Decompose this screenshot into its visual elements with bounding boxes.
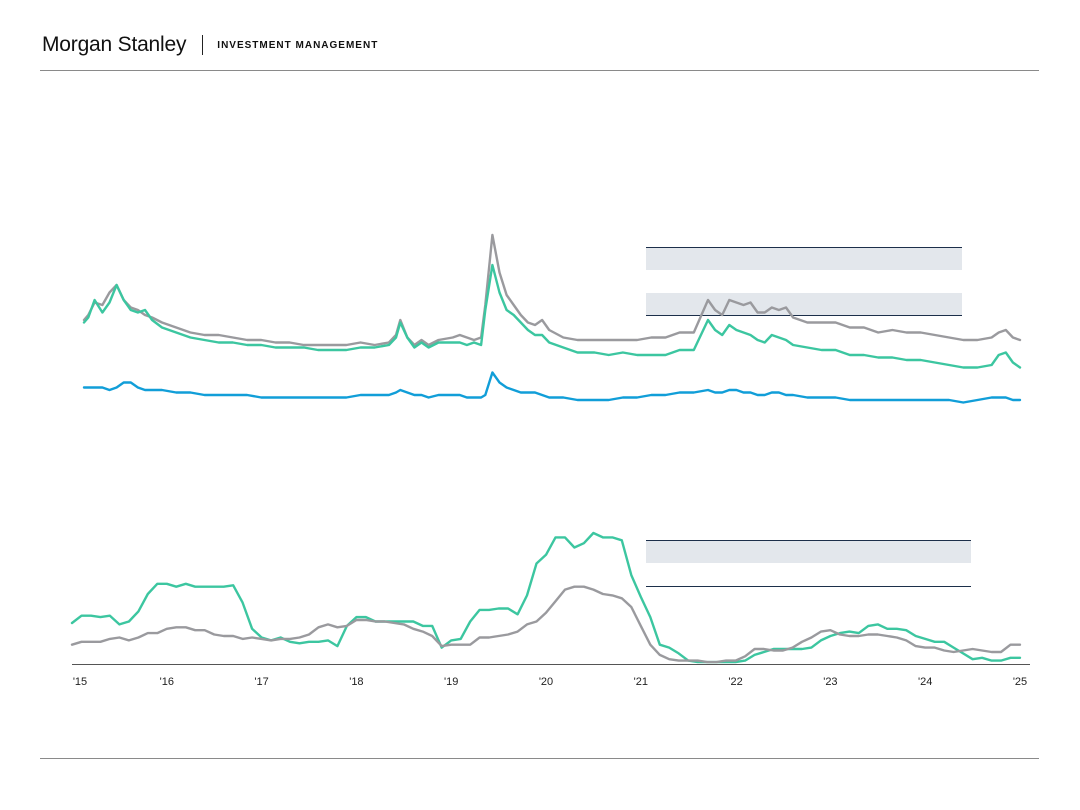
top-chart bbox=[82, 233, 1022, 404]
bottom-series-line-2 bbox=[70, 585, 1022, 664]
x-tick-label: '24 bbox=[918, 676, 932, 688]
top-legend-row-2 bbox=[646, 293, 962, 315]
header: Morgan Stanley INVESTMENT MANAGEMENT bbox=[42, 30, 378, 60]
x-tick-label: '25 bbox=[1013, 676, 1027, 688]
bottom-legend-row-1 bbox=[646, 541, 971, 563]
top-series-line-2 bbox=[82, 263, 1022, 369]
division-label: INVESTMENT MANAGEMENT bbox=[217, 39, 379, 51]
top-series-line-3 bbox=[82, 371, 1022, 404]
bottom-series-line-1 bbox=[70, 531, 1022, 664]
header-divider bbox=[202, 35, 204, 55]
bottom-rule bbox=[40, 758, 1039, 759]
x-tick-label: '19 bbox=[444, 676, 458, 688]
x-axis-ticks: '15 '16 '17 '18 '19 '20 '21 '22 '23 '24 '25 bbox=[73, 676, 1027, 688]
x-tick-label: '18 bbox=[349, 676, 363, 688]
x-tick-label: '22 bbox=[728, 676, 742, 688]
x-tick-label: '15 bbox=[73, 676, 87, 688]
top-rule bbox=[40, 70, 1039, 71]
top-series-line-1 bbox=[82, 233, 1022, 347]
x-tick-label: '16 bbox=[160, 676, 174, 688]
top-legend-row-1 bbox=[646, 248, 962, 270]
bottom-chart bbox=[70, 531, 1022, 664]
brand-logo: Morgan Stanley bbox=[42, 33, 187, 56]
x-tick-label: '21 bbox=[634, 676, 648, 688]
x-tick-label: '20 bbox=[539, 676, 553, 688]
x-tick-label: '23 bbox=[823, 676, 837, 688]
x-tick-label: '17 bbox=[254, 676, 268, 688]
